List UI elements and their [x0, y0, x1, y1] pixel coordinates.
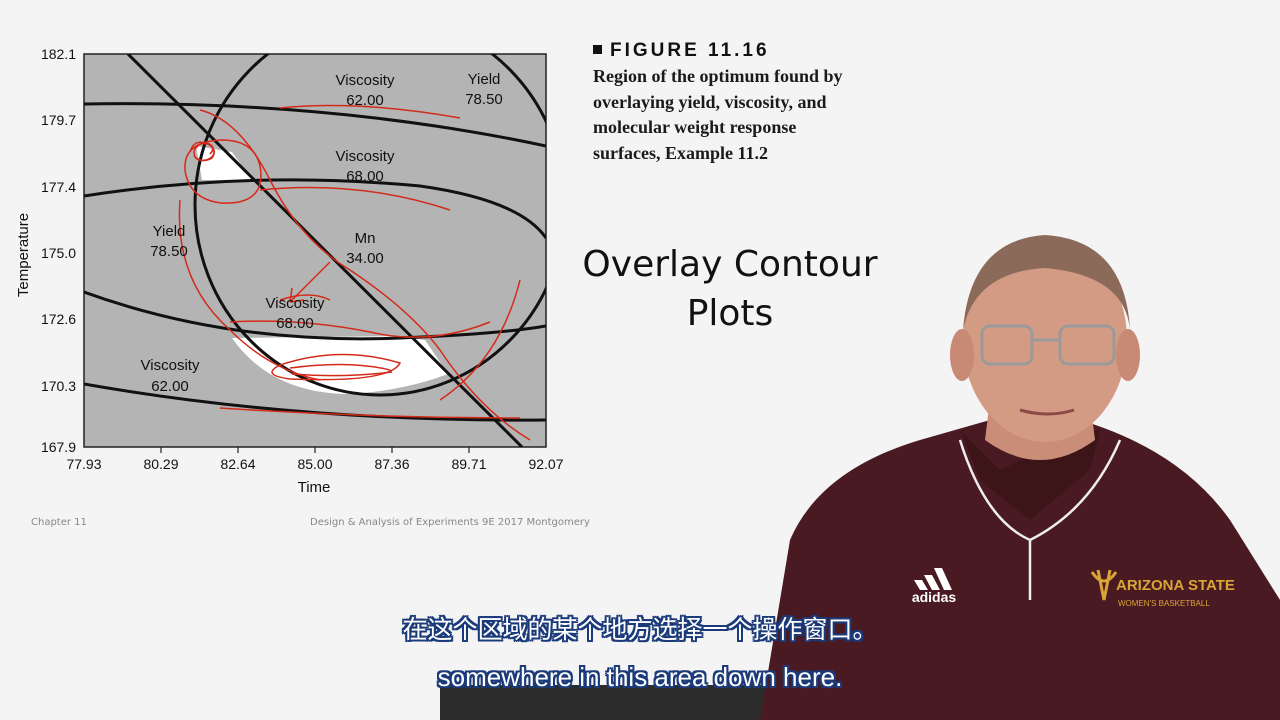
- x-tick-label: 87.36: [374, 456, 409, 472]
- y-tick-label: 172.6: [41, 311, 76, 327]
- contour-label-yield-left: Yield: [153, 223, 186, 240]
- slide-title: Overlay Contour Plots: [582, 244, 878, 334]
- y-tick-label: 175.0: [41, 245, 76, 261]
- red-annotations: [178, 104, 531, 441]
- contour-label-mn: Mn: [355, 230, 376, 247]
- y-axis-title: Temperature: [15, 213, 32, 297]
- yield-contour: [193, 54, 546, 397]
- bullet-square-icon: [593, 45, 602, 54]
- mn-contour: [126, 54, 524, 447]
- y-tick-label: 177.4: [41, 179, 76, 195]
- x-tick-label: 82.64: [220, 456, 255, 472]
- glasses-icon: [980, 324, 1116, 366]
- y-tick-label: 170.3: [41, 378, 76, 394]
- slide-footer-chapter: Chapter 11: [31, 517, 87, 528]
- viscosity-68-contour: [84, 178, 546, 239]
- contour-label-viscosity-62-bottom: Viscosity: [141, 357, 200, 374]
- x-tick-label: 85.00: [297, 456, 332, 472]
- y-tick-label: 182.1: [41, 46, 76, 62]
- x-tick-label: 77.93: [66, 456, 101, 472]
- figure-heading: FIGURE 11.16: [593, 40, 913, 62]
- figure-description: Region of the optimum found by overlayin…: [593, 66, 843, 163]
- contour-value-viscosity-62-bottom: 62.00: [151, 378, 189, 395]
- x-tick-label: 89.71: [451, 456, 486, 472]
- shirt-team-text: ARIZONA STATE: [1116, 577, 1235, 594]
- contour-value-yield-top: 78.50: [465, 91, 503, 108]
- contour-label-viscosity-62-top: Viscosity: [336, 72, 395, 89]
- viscosity-62-lower-contour: [84, 382, 546, 422]
- feasible-region-upper: [196, 146, 252, 180]
- contour-value-mn: 34.00: [346, 250, 384, 267]
- figure-heading-text: FIGURE 11.16: [610, 40, 770, 61]
- pitchfork-logo-icon: [1090, 569, 1118, 601]
- contour-label-yield-top: Yield: [468, 71, 501, 88]
- contour-value-viscosity-68-bottom: 68.00: [276, 315, 314, 332]
- contour-label-viscosity-68-top: Viscosity: [336, 148, 395, 165]
- subtitle-english: somewhere in this area down here.: [437, 662, 843, 692]
- y-tick-label: 167.9: [41, 439, 76, 455]
- y-tick-label: 179.7: [41, 112, 76, 128]
- contour-label-viscosity-68-bottom: Viscosity: [266, 295, 325, 312]
- x-tick-label: 92.07: [528, 456, 563, 472]
- viscosity-62-upper-contour: [84, 102, 546, 148]
- shirt-team-subtext: WOMEN'S BASKETBALL: [1118, 599, 1210, 608]
- contour-value-viscosity-62-top: 62.00: [346, 92, 384, 109]
- contour-value-viscosity-68-top: 68.00: [346, 168, 384, 185]
- figure-caption: FIGURE 11.16 Region of the optimum found…: [593, 40, 913, 166]
- presenter-shirt: [760, 420, 1280, 720]
- viscosity-68-lower-contour: [84, 290, 546, 341]
- contour-value-yield-left: 78.50: [150, 243, 188, 260]
- x-axis-title: Time: [298, 479, 331, 496]
- x-tick-label: 80.29: [143, 456, 178, 472]
- subtitle-chinese: 在这个区域的某个地方选择一个操作窗口。: [402, 615, 878, 644]
- slide-footer-book: Design & Analysis of Experiments 9E 2017…: [310, 517, 590, 528]
- shirt-brand-text: adidas: [912, 589, 957, 605]
- adidas-logo-icon: [914, 568, 952, 590]
